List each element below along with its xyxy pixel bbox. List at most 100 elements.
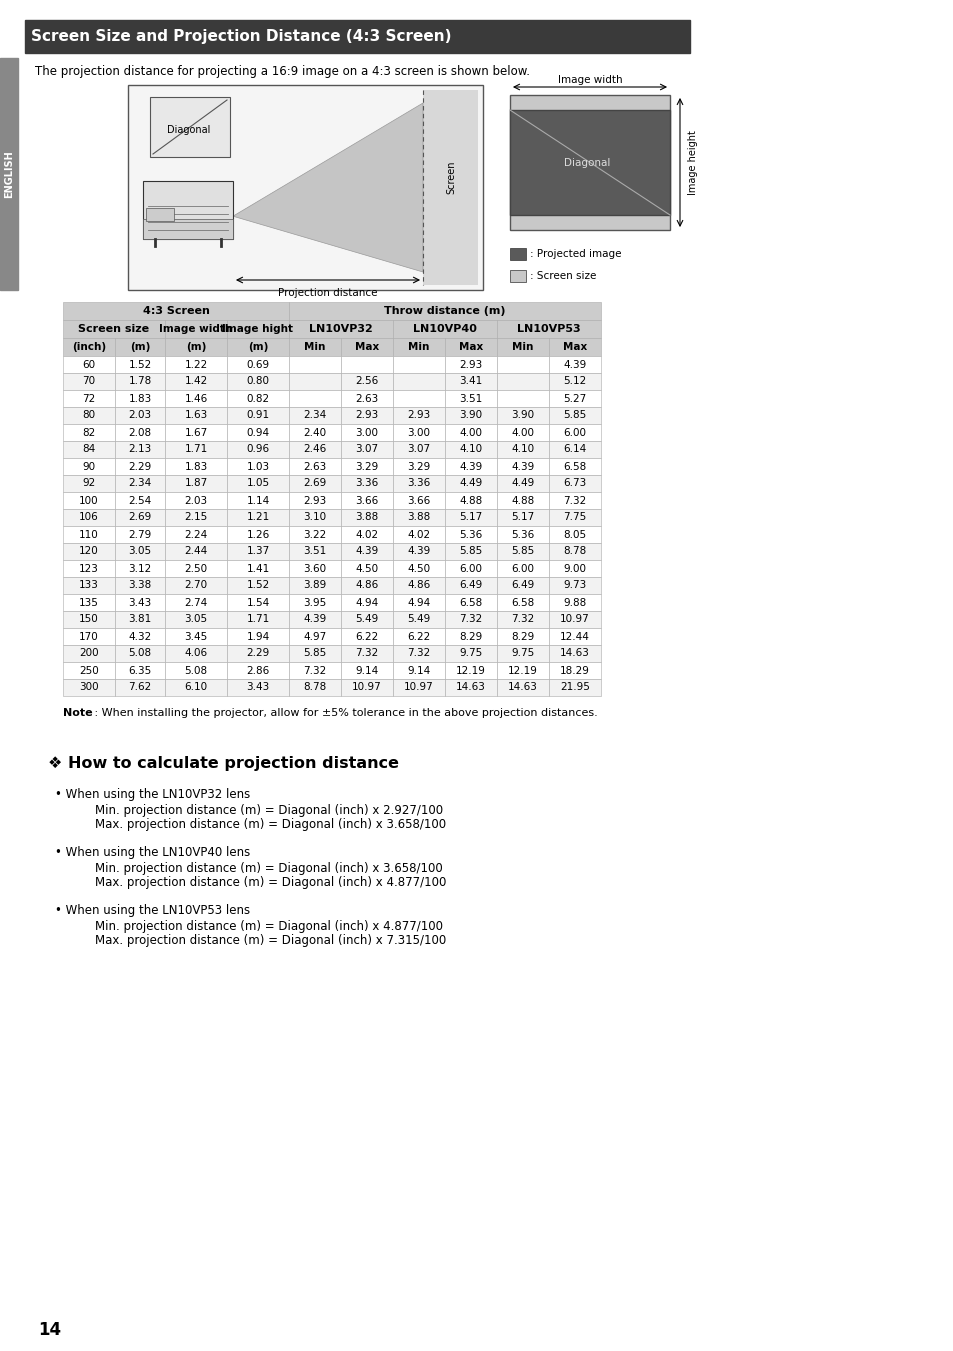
Bar — [444, 561, 497, 577]
Bar — [497, 458, 548, 476]
Bar — [115, 373, 165, 390]
Text: (m): (m) — [130, 342, 150, 353]
Bar — [444, 357, 497, 373]
Bar — [165, 644, 227, 662]
Bar — [150, 97, 230, 157]
Text: ❖ How to calculate projection distance: ❖ How to calculate projection distance — [48, 757, 398, 771]
Text: 9.14: 9.14 — [407, 666, 430, 676]
Text: 90: 90 — [82, 462, 95, 471]
Text: 0.96: 0.96 — [246, 444, 270, 454]
Bar — [393, 476, 444, 492]
Bar — [340, 440, 393, 458]
Text: 3.05: 3.05 — [129, 547, 152, 557]
Bar — [115, 662, 165, 680]
Text: Screen Size and Projection Distance (4:3 Screen): Screen Size and Projection Distance (4:3… — [30, 28, 451, 45]
Bar — [63, 407, 115, 424]
Bar — [115, 611, 165, 628]
Text: 3.41: 3.41 — [459, 377, 482, 386]
Bar — [340, 680, 393, 696]
Text: 2.69: 2.69 — [303, 478, 326, 489]
Bar — [63, 644, 115, 662]
Bar — [289, 390, 340, 407]
Text: 2.63: 2.63 — [303, 462, 326, 471]
Text: 80: 80 — [82, 411, 95, 420]
Text: 3.66: 3.66 — [407, 496, 430, 505]
Bar — [115, 492, 165, 509]
Text: 5.85: 5.85 — [563, 411, 586, 420]
Bar — [340, 594, 393, 611]
Text: 5.49: 5.49 — [407, 615, 430, 624]
Bar — [340, 509, 393, 526]
Bar — [497, 543, 548, 561]
Bar — [548, 458, 600, 476]
Bar — [227, 440, 289, 458]
Text: Throw distance (m): Throw distance (m) — [384, 305, 505, 316]
Text: Diagonal: Diagonal — [563, 158, 609, 168]
Bar — [165, 543, 227, 561]
Bar — [227, 357, 289, 373]
Bar — [444, 407, 497, 424]
Bar — [289, 303, 600, 320]
Bar — [393, 561, 444, 577]
Text: 4.02: 4.02 — [407, 530, 430, 539]
Text: 5.12: 5.12 — [563, 377, 586, 386]
Text: 5.49: 5.49 — [355, 615, 378, 624]
Text: 5.85: 5.85 — [511, 547, 534, 557]
Bar — [340, 338, 393, 357]
Text: 9.88: 9.88 — [563, 597, 586, 608]
Text: Image height: Image height — [687, 130, 698, 195]
Bar — [393, 357, 444, 373]
Bar — [289, 644, 340, 662]
Text: 106: 106 — [79, 512, 99, 523]
Bar — [444, 390, 497, 407]
Text: (inch): (inch) — [71, 342, 106, 353]
Text: 1.87: 1.87 — [184, 478, 208, 489]
Text: 4.50: 4.50 — [355, 563, 378, 574]
Bar — [115, 526, 165, 543]
Text: 3.00: 3.00 — [355, 427, 378, 438]
Text: 3.51: 3.51 — [303, 547, 326, 557]
Bar — [393, 338, 444, 357]
Text: 150: 150 — [79, 615, 99, 624]
Bar — [165, 492, 227, 509]
Text: : Projected image: : Projected image — [530, 249, 620, 259]
Bar — [340, 628, 393, 644]
Bar — [444, 543, 497, 561]
Text: 3.95: 3.95 — [303, 597, 326, 608]
Bar — [444, 611, 497, 628]
Text: 92: 92 — [82, 478, 95, 489]
Bar — [63, 338, 115, 357]
Bar — [444, 476, 497, 492]
Text: 60: 60 — [82, 359, 95, 370]
Text: Min. projection distance (m) = Diagonal (inch) x 2.927/100: Min. projection distance (m) = Diagonal … — [95, 804, 442, 817]
Text: 9.73: 9.73 — [563, 581, 586, 590]
Bar — [548, 357, 600, 373]
Bar — [63, 373, 115, 390]
Bar — [497, 476, 548, 492]
Bar — [444, 526, 497, 543]
Bar — [165, 407, 227, 424]
Bar — [497, 628, 548, 644]
Bar — [393, 492, 444, 509]
Text: 4.88: 4.88 — [459, 496, 482, 505]
Bar — [115, 476, 165, 492]
Bar — [165, 594, 227, 611]
Bar — [289, 338, 340, 357]
Bar — [227, 662, 289, 680]
Bar — [393, 644, 444, 662]
Bar — [115, 338, 165, 357]
Text: 3.45: 3.45 — [184, 631, 208, 642]
Bar — [143, 219, 233, 239]
Text: 3.38: 3.38 — [129, 581, 152, 590]
Text: 6.49: 6.49 — [459, 581, 482, 590]
Bar — [548, 526, 600, 543]
Text: 72: 72 — [82, 393, 95, 404]
Text: 6.22: 6.22 — [355, 631, 378, 642]
Text: 10.97: 10.97 — [559, 615, 589, 624]
Bar — [143, 181, 233, 239]
Text: 9.75: 9.75 — [511, 648, 534, 658]
Text: Min: Min — [304, 342, 325, 353]
Text: Projection distance: Projection distance — [278, 288, 377, 299]
Text: 4.06: 4.06 — [184, 648, 208, 658]
Bar — [227, 373, 289, 390]
